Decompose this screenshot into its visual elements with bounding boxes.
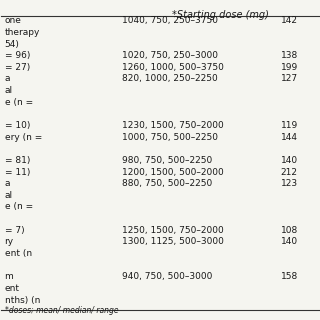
Text: = 27): = 27): [4, 63, 30, 72]
Text: a: a: [4, 75, 10, 84]
Text: 140: 140: [281, 237, 298, 246]
Text: 1230, 1500, 750–2000: 1230, 1500, 750–2000: [122, 121, 224, 130]
Text: m: m: [4, 272, 13, 281]
Text: nths) (n: nths) (n: [4, 296, 40, 305]
Text: 1200, 1500, 500–2000: 1200, 1500, 500–2000: [122, 168, 224, 177]
Text: = 10): = 10): [4, 121, 30, 130]
Text: 820, 1000, 250–2250: 820, 1000, 250–2250: [122, 75, 218, 84]
Text: 138: 138: [281, 51, 298, 60]
Text: 1040, 750, 250–3750: 1040, 750, 250–3750: [122, 16, 218, 25]
Text: = 96): = 96): [4, 51, 30, 60]
Text: 1000, 750, 500–2250: 1000, 750, 500–2250: [122, 133, 218, 142]
Text: e (n =: e (n =: [4, 98, 33, 107]
Text: 1250, 1500, 750–2000: 1250, 1500, 750–2000: [122, 226, 224, 235]
Text: = 7): = 7): [4, 226, 24, 235]
Text: *Starting dose (mg): *Starting dose (mg): [172, 10, 269, 20]
Text: al: al: [4, 86, 13, 95]
Text: al: al: [4, 191, 13, 200]
Text: = 11): = 11): [4, 168, 30, 177]
Text: ery (n =: ery (n =: [4, 133, 42, 142]
Text: 54): 54): [4, 40, 20, 49]
Text: 1300, 1125, 500–3000: 1300, 1125, 500–3000: [122, 237, 224, 246]
Text: 119: 119: [281, 121, 298, 130]
Text: 980, 750, 500–2250: 980, 750, 500–2250: [122, 156, 212, 165]
Text: 144: 144: [281, 133, 298, 142]
Text: 880, 750, 500–2250: 880, 750, 500–2250: [122, 179, 212, 188]
Text: a: a: [4, 179, 10, 188]
Text: *doses; mean/ median/ range: *doses; mean/ median/ range: [4, 307, 118, 316]
Text: ent: ent: [4, 284, 20, 293]
Text: 940, 750, 500–3000: 940, 750, 500–3000: [122, 272, 212, 281]
Text: 123: 123: [281, 179, 298, 188]
Text: ry: ry: [4, 237, 14, 246]
Text: 1020, 750, 250–3000: 1020, 750, 250–3000: [122, 51, 218, 60]
Text: ent (n: ent (n: [4, 249, 32, 258]
Text: 212: 212: [281, 168, 298, 177]
Text: e (n =: e (n =: [4, 203, 33, 212]
Text: 140: 140: [281, 156, 298, 165]
Text: one: one: [4, 16, 21, 25]
Text: 1260, 1000, 500–3750: 1260, 1000, 500–3750: [122, 63, 224, 72]
Text: 108: 108: [281, 226, 298, 235]
Text: 127: 127: [281, 75, 298, 84]
Text: 199: 199: [281, 63, 298, 72]
Text: 142: 142: [281, 16, 298, 25]
Text: therapy: therapy: [4, 28, 40, 37]
Text: = 81): = 81): [4, 156, 30, 165]
Text: 158: 158: [281, 272, 298, 281]
